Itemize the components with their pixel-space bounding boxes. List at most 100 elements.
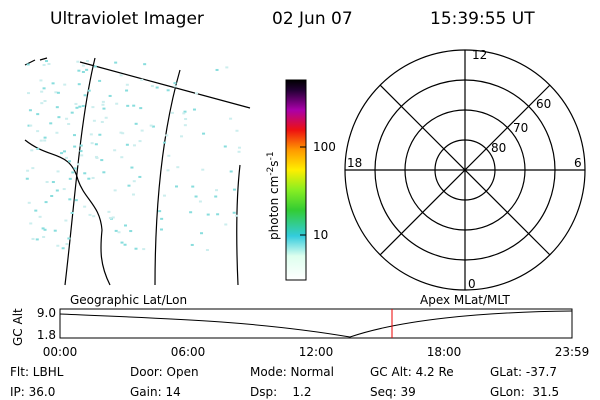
info-field: GLat: -37.7 [490, 365, 557, 379]
image-pixel [149, 124, 153, 127]
lat-label: 60 [536, 97, 551, 111]
image-pixel [45, 60, 49, 63]
image-pixel [132, 104, 136, 107]
image-pixel [107, 210, 111, 213]
image-pixel [104, 116, 108, 119]
image-pixel [26, 63, 30, 66]
image-pixel [43, 139, 47, 142]
image-pixel [102, 171, 106, 174]
image-pixel [158, 210, 162, 213]
image-pixel [77, 83, 81, 86]
image-pixel [160, 228, 164, 231]
image-pixel [55, 106, 59, 109]
image-pixel [75, 106, 79, 109]
image-pixel [43, 228, 47, 231]
image-pixel [165, 134, 169, 137]
image-pixel [87, 89, 91, 92]
image-pixel [108, 94, 112, 97]
image-pixel [81, 64, 85, 67]
orbit-x-tick: 06:00 [171, 345, 206, 359]
orbit-x-tick: 12:00 [299, 345, 334, 359]
image-pixel [29, 124, 33, 127]
image-pixel [42, 235, 46, 238]
orbit-y-label: GC Alt [11, 308, 25, 346]
image-pixel [125, 89, 129, 92]
image-pixel [235, 129, 239, 132]
image-pixel [166, 89, 170, 92]
image-pixel [102, 107, 106, 110]
lat-label: 70 [513, 121, 528, 135]
image-pixel [100, 159, 104, 162]
image-pixel [73, 167, 77, 170]
image-pixel [113, 189, 117, 192]
image-pixel [26, 169, 30, 172]
info-field: Mode: Normal [250, 365, 334, 379]
image-pixel [191, 185, 195, 188]
image-pixel [77, 69, 81, 72]
image-pixel [140, 129, 144, 132]
polar-grid [344, 49, 586, 291]
mlt-label: 0 [468, 277, 476, 291]
image-pixel [95, 156, 99, 159]
image-pixel [56, 244, 60, 247]
image-pixel [31, 167, 35, 170]
image-pixel [73, 145, 77, 148]
colorbar [285, 79, 307, 281]
image-pixel [72, 134, 76, 137]
image-pixel [111, 216, 115, 219]
image-pixel [56, 91, 60, 94]
image-pixel [42, 87, 46, 90]
image-pixel [132, 144, 136, 147]
image-pixel [92, 215, 96, 218]
image-pixel [232, 188, 236, 191]
image-pixel [86, 60, 90, 63]
image-pixel [183, 124, 187, 127]
image-pixel [60, 152, 64, 155]
image-pixel [150, 85, 154, 88]
image-pixel [76, 60, 80, 63]
image-pixel [67, 123, 71, 126]
info-field: IP: 36.0 [10, 385, 55, 399]
image-pixel [25, 177, 29, 180]
image-pixel [74, 199, 78, 202]
image-pixel [98, 79, 102, 82]
time: 15:39:55 UT [430, 9, 535, 29]
image-pixel [57, 116, 61, 119]
info-field: Door: Open [130, 365, 199, 379]
image-pixel [31, 237, 35, 240]
image-pixel [101, 100, 105, 103]
orbit-x-tick: 00:00 [43, 345, 78, 359]
image-pixel [67, 237, 71, 240]
image-pixel [27, 201, 31, 204]
colorbar-label: photon cm-2s-1 [266, 151, 281, 240]
image-pixel [36, 113, 40, 116]
image-pixel [36, 130, 40, 133]
image-pixel [70, 211, 74, 214]
image-pixel [70, 111, 74, 114]
image-pixel [56, 170, 60, 173]
image-pixel [94, 155, 98, 158]
image-pixel [62, 150, 66, 153]
info-field: GLon: 31.5 [490, 385, 559, 399]
image-pixel [127, 184, 131, 187]
image-pixel [205, 249, 209, 252]
image-pixel [232, 211, 236, 214]
image-pixel [113, 149, 117, 152]
image-pixel [132, 180, 136, 183]
image-pixel [27, 124, 31, 127]
image-pixel [51, 181, 55, 184]
image-pixel [237, 150, 241, 153]
image-pixel [74, 102, 78, 105]
image-pixel [120, 156, 124, 159]
image-pixel [167, 154, 171, 157]
image-pixel [223, 145, 227, 148]
image-pixel [229, 117, 233, 120]
orbit-x-tick: 23:59 [555, 345, 590, 359]
colorbar-tick-label: 10 [313, 228, 328, 242]
image-pixel [225, 66, 229, 69]
image-pixel [91, 106, 95, 109]
image-pixel [108, 216, 112, 219]
image-pixel [79, 144, 83, 147]
image-pixel [119, 74, 123, 77]
